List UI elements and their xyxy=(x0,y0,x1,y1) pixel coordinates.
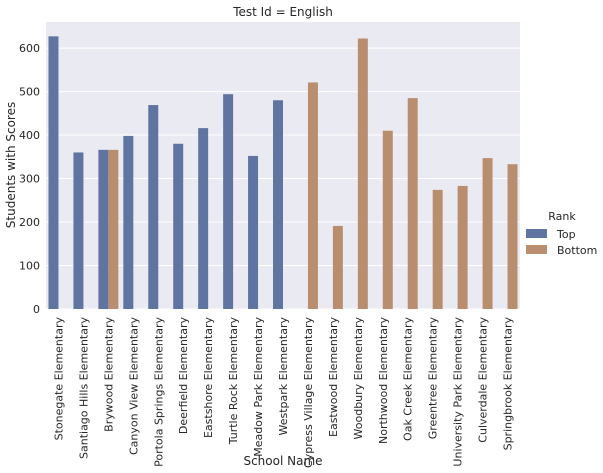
y-tick-label: 400 xyxy=(19,129,40,142)
x-tick-label: Oak Creek Elementary xyxy=(402,317,415,441)
bars xyxy=(48,36,518,310)
x-tick-label: Stonegate Elementary xyxy=(52,317,65,441)
bar-top xyxy=(198,128,209,309)
legend-swatch-top xyxy=(526,229,547,238)
y-axis-ticks: 0 100 200 300 400 500 600 xyxy=(19,42,40,316)
x-tick-label: Culverdale Elementary xyxy=(477,317,490,443)
x-tick-label: Canyon View Elementary xyxy=(127,317,140,456)
x-tick-label: Greentree Elementary xyxy=(427,317,440,440)
x-tick-label: Deerfield Elementary xyxy=(177,317,190,435)
legend: Rank Top Bottom xyxy=(526,210,597,257)
x-axis-label: School Name xyxy=(243,454,322,468)
y-tick-label: 600 xyxy=(19,42,40,55)
bar-top xyxy=(98,149,109,309)
x-tick-label: Brywood Elementary xyxy=(102,317,115,432)
bar-top xyxy=(248,155,259,309)
legend-swatch-bottom xyxy=(526,245,547,254)
x-tick-label: Turtle Rock Elementary xyxy=(227,317,240,446)
bar-bottom xyxy=(108,149,119,309)
x-tick-label: Northwood Elementary xyxy=(377,317,390,445)
bar-bottom xyxy=(432,189,443,309)
bar-bottom xyxy=(332,225,343,309)
y-tick-label: 200 xyxy=(19,216,40,229)
y-tick-label: 300 xyxy=(19,173,40,186)
bar-top xyxy=(273,100,283,310)
bar-top xyxy=(148,105,159,309)
bar-bottom xyxy=(507,164,518,309)
bar-bottom xyxy=(482,158,493,309)
x-tick-label: Eastshore Elementary xyxy=(202,317,215,439)
y-tick-label: 100 xyxy=(19,260,40,273)
bar-top xyxy=(123,135,134,309)
legend-title: Rank xyxy=(548,210,576,223)
bar-bottom xyxy=(382,130,393,309)
bar-bottom xyxy=(357,38,368,310)
bar-top xyxy=(173,143,184,309)
y-tick-label: 500 xyxy=(19,86,40,99)
y-tick-label: 0 xyxy=(33,303,40,316)
x-tick-label: Santiago Hills Elementary xyxy=(77,317,90,459)
bar-bottom xyxy=(407,98,418,309)
x-tick-label: Eastwood Elementary xyxy=(327,317,340,437)
y-axis-label: Students with Scores xyxy=(4,102,18,228)
x-tick-label: Westpark Elementary xyxy=(277,317,290,436)
x-tick-label: University Park Elementary xyxy=(452,317,465,467)
bar-top xyxy=(73,152,84,309)
x-tick-label: Meadow Park Elementary xyxy=(252,317,265,457)
chart-title: Test Id = English xyxy=(232,5,333,19)
x-axis-ticks: Stonegate Elementary Santiago Hills Eleme… xyxy=(52,317,514,468)
bar-bottom xyxy=(307,82,318,309)
bar-top xyxy=(48,36,59,309)
legend-label-bottom: Bottom xyxy=(557,244,597,257)
bar-top xyxy=(223,94,234,310)
legend-label-top: Top xyxy=(556,228,576,241)
x-tick-label: Woodbury Elementary xyxy=(352,317,365,440)
x-tick-label: Springbrook Elementary xyxy=(502,317,515,451)
x-tick-label: Portola Springs Elementary xyxy=(152,317,165,467)
bar-bottom xyxy=(457,185,468,309)
x-tick-label: Cypress Village Elementary xyxy=(302,317,315,468)
